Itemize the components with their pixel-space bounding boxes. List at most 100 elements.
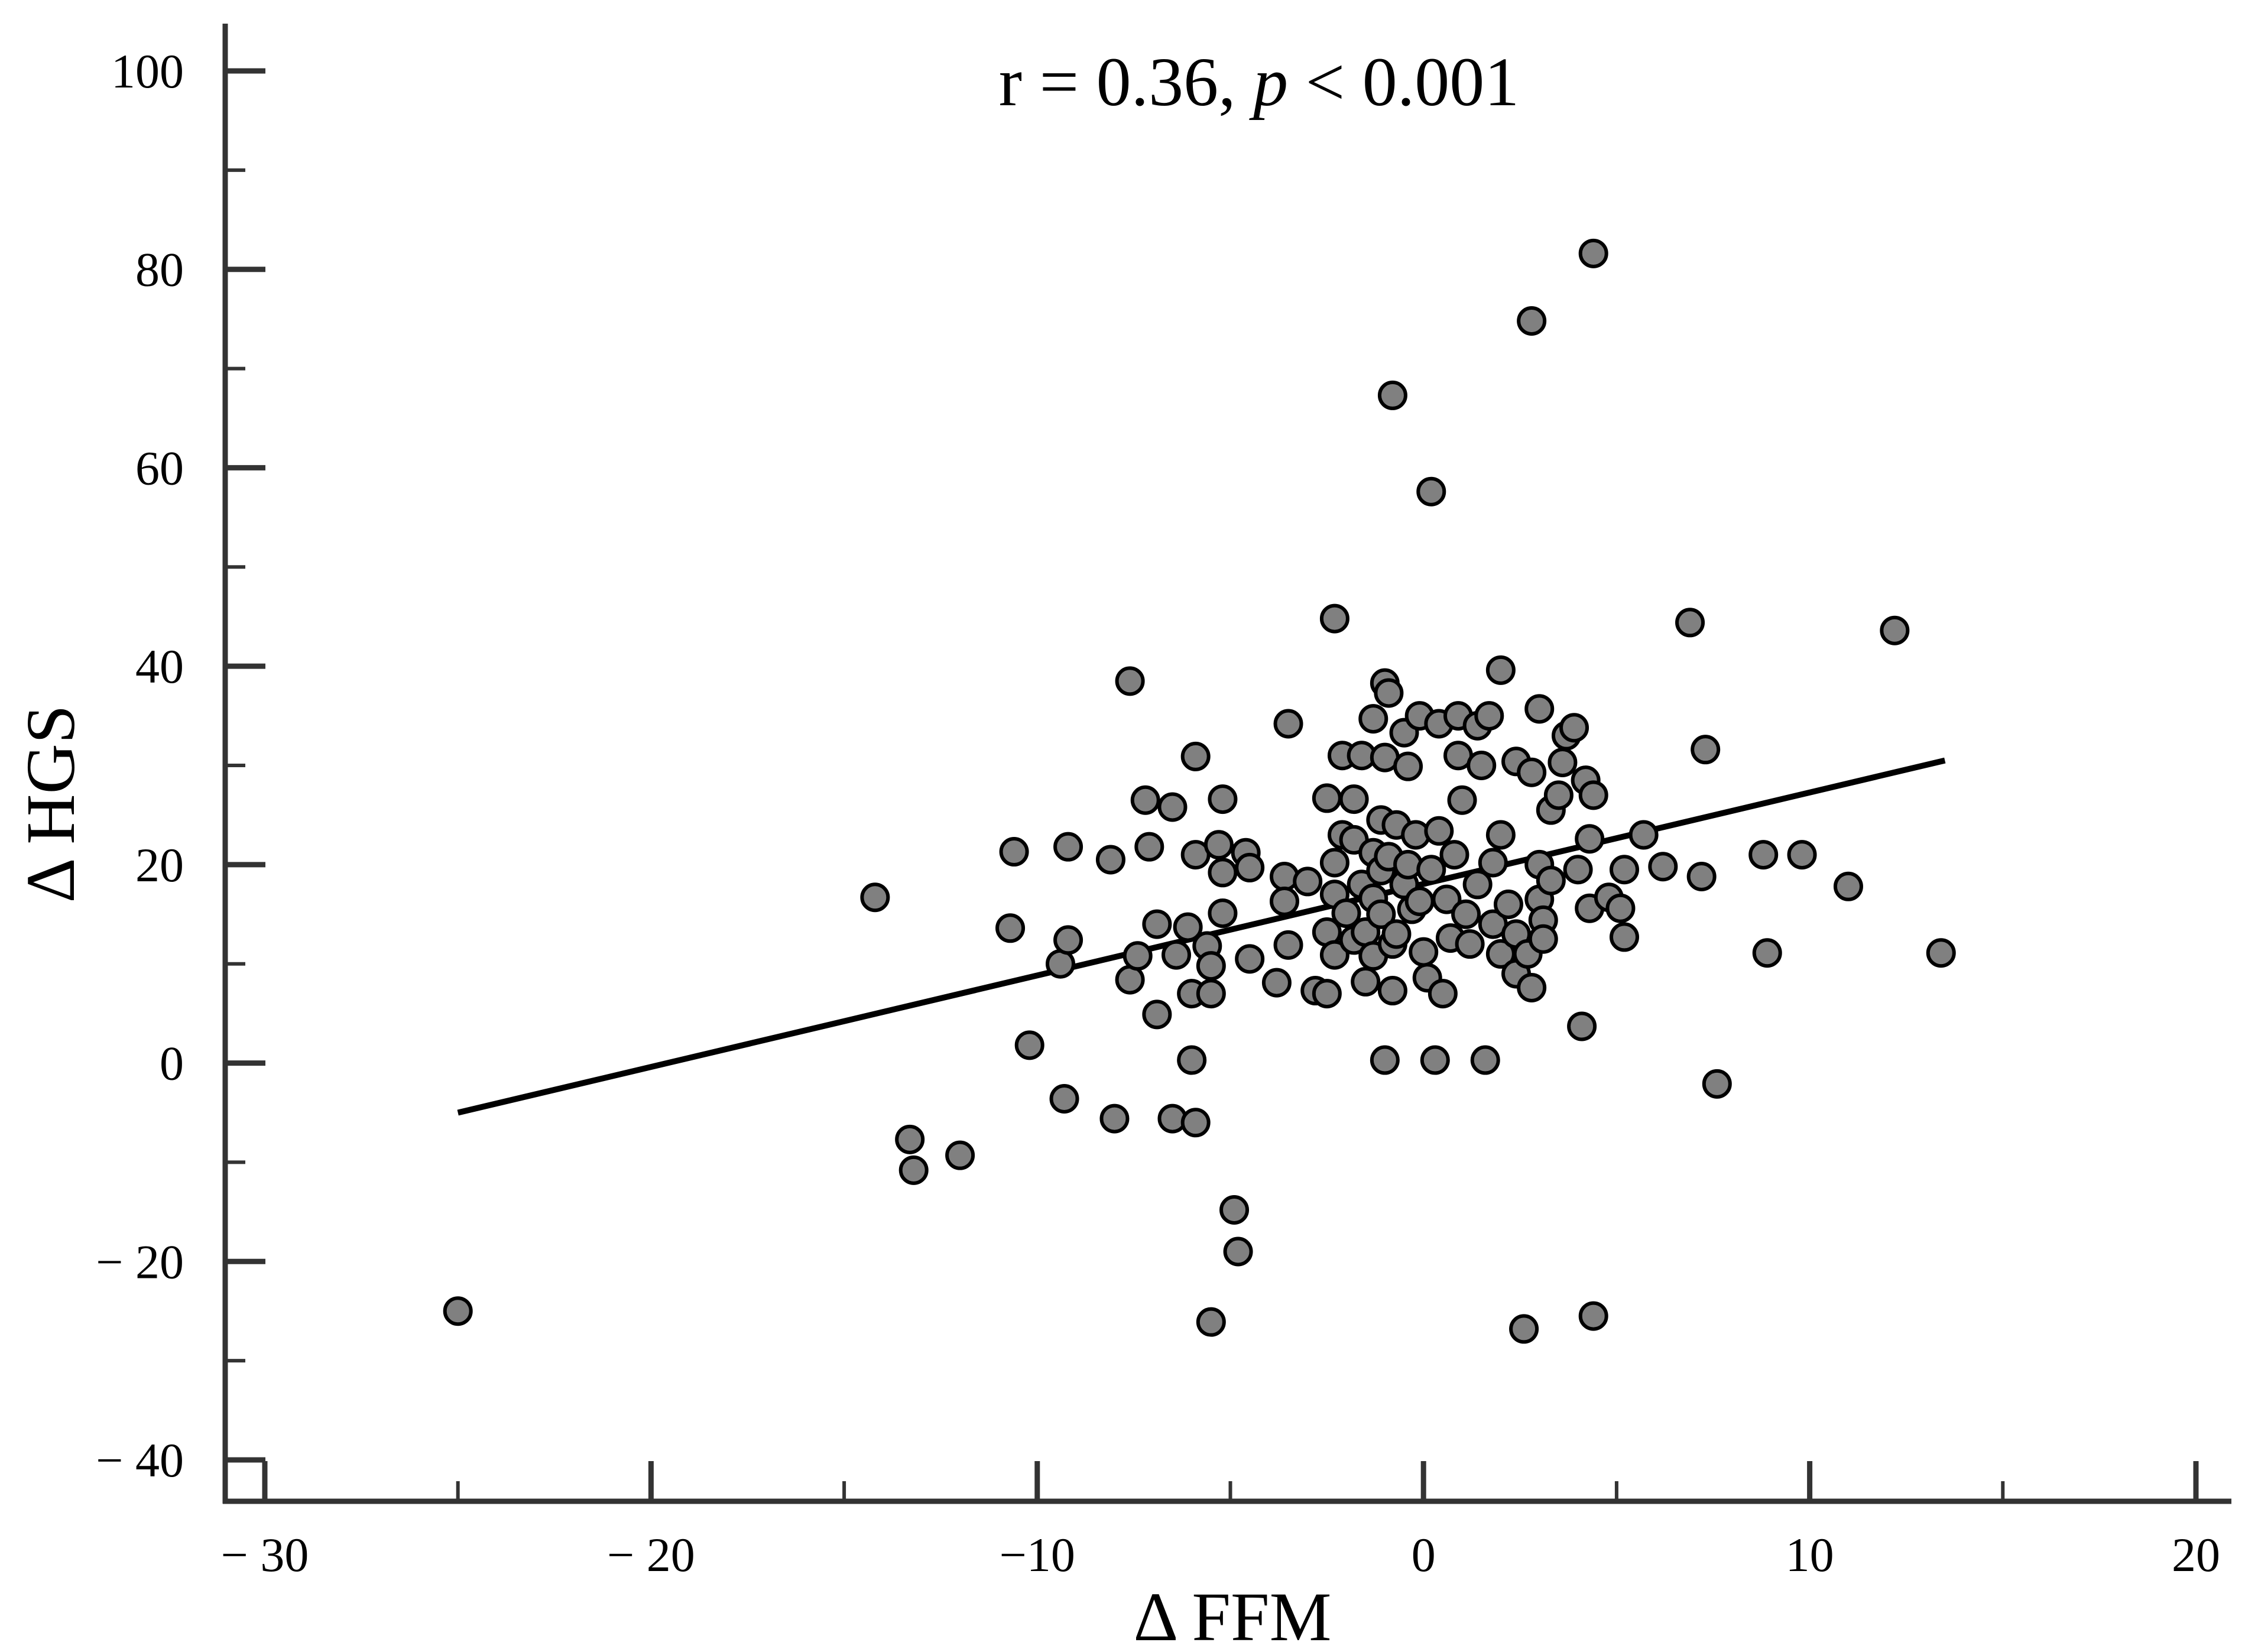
data-point bbox=[1439, 840, 1469, 870]
data-point bbox=[1575, 824, 1605, 854]
data-point bbox=[1628, 820, 1659, 850]
data-point bbox=[1926, 938, 1956, 968]
tick-labels: − 30 − 20 −10 0 10 20 − 40 − 20 0 20 40 60 80 100 bbox=[96, 44, 2220, 1582]
data-point bbox=[1447, 785, 1477, 815]
data-point bbox=[1485, 820, 1516, 850]
data-point bbox=[1351, 966, 1381, 997]
data-point bbox=[1208, 898, 1238, 929]
data-point bbox=[1517, 973, 1547, 1002]
data-point bbox=[1177, 1045, 1207, 1075]
data-point bbox=[1173, 912, 1203, 942]
data-point bbox=[1196, 979, 1226, 1009]
data-point bbox=[1567, 1011, 1597, 1041]
data-point bbox=[1273, 930, 1303, 960]
data-point bbox=[1331, 898, 1361, 929]
data-point bbox=[1312, 979, 1342, 1009]
data-point bbox=[1752, 938, 1782, 968]
data-point bbox=[1393, 751, 1423, 781]
data-point bbox=[1467, 751, 1497, 780]
data-point bbox=[1358, 704, 1388, 734]
data-point bbox=[1559, 713, 1589, 743]
data-point bbox=[1319, 848, 1349, 878]
data-point bbox=[1416, 855, 1446, 885]
data-point bbox=[1157, 792, 1188, 822]
data-point bbox=[1509, 1314, 1539, 1344]
data-point bbox=[1099, 1104, 1130, 1134]
data-point bbox=[443, 1296, 473, 1326]
data-point bbox=[1180, 741, 1211, 771]
data-point bbox=[1432, 884, 1462, 914]
data-point bbox=[1053, 832, 1083, 862]
data-point bbox=[1409, 937, 1439, 967]
data-point bbox=[945, 1140, 975, 1170]
data-point bbox=[1142, 909, 1172, 939]
y-tick-label: 20 bbox=[135, 838, 184, 892]
data-point bbox=[1374, 678, 1404, 708]
y-tick-label: − 40 bbox=[96, 1433, 184, 1487]
data-point bbox=[1219, 1195, 1250, 1225]
x-axis-title: Δ FFM bbox=[1133, 1578, 1331, 1652]
data-point bbox=[1524, 694, 1555, 724]
data-point bbox=[1273, 709, 1303, 739]
annotation-p: p bbox=[1249, 43, 1288, 121]
data-point bbox=[1235, 944, 1265, 974]
data-point bbox=[999, 837, 1029, 867]
data-point bbox=[1377, 976, 1407, 1006]
data-point bbox=[1208, 784, 1238, 814]
data-point bbox=[1543, 780, 1574, 810]
data-point bbox=[1115, 666, 1145, 696]
y-tick-label: 80 bbox=[135, 243, 184, 297]
y-axis-title: Δ HGS bbox=[12, 705, 89, 903]
data-point bbox=[1261, 968, 1292, 998]
data-point bbox=[1370, 1045, 1400, 1075]
data-point bbox=[1605, 893, 1636, 923]
data-point bbox=[898, 1155, 929, 1185]
data-point bbox=[1049, 1084, 1079, 1114]
data-point bbox=[1702, 1069, 1732, 1099]
data-point bbox=[1053, 925, 1083, 955]
ticks bbox=[225, 68, 2199, 1501]
y-tick-label: 40 bbox=[135, 640, 184, 693]
data-point bbox=[1880, 615, 1910, 645]
data-point bbox=[1196, 1307, 1226, 1337]
data-point bbox=[1293, 866, 1323, 897]
correlation-annotation: r = 0.36, p < 0.001 bbox=[999, 43, 1519, 121]
y-tick-label: 60 bbox=[135, 441, 184, 495]
data-point bbox=[1493, 890, 1523, 919]
data-point bbox=[1455, 929, 1485, 959]
data-point bbox=[1196, 951, 1226, 981]
data-point bbox=[1517, 757, 1547, 787]
data-point bbox=[1609, 922, 1639, 952]
data-point bbox=[1451, 899, 1481, 929]
data-point bbox=[1428, 979, 1458, 1009]
annotation-prefix: r = 0.36, bbox=[999, 43, 1253, 121]
x-tick-label: −10 bbox=[1000, 1528, 1075, 1582]
data-point bbox=[1578, 1301, 1608, 1331]
data-point bbox=[1122, 941, 1153, 971]
data-point bbox=[1366, 899, 1396, 929]
data-point bbox=[1377, 380, 1407, 410]
data-point bbox=[1424, 816, 1454, 846]
data-point bbox=[1536, 865, 1566, 895]
data-point bbox=[1609, 855, 1639, 885]
x-tick-label: − 30 bbox=[221, 1528, 309, 1582]
data-point bbox=[1208, 858, 1238, 888]
data-point bbox=[1478, 848, 1508, 878]
data-point bbox=[1319, 940, 1349, 970]
data-point bbox=[1223, 1236, 1253, 1267]
data-point bbox=[1014, 1030, 1044, 1060]
data-point bbox=[1381, 919, 1412, 949]
data-point bbox=[1416, 476, 1446, 507]
data-point bbox=[1485, 655, 1516, 685]
data-point bbox=[1462, 869, 1493, 900]
data-point bbox=[1474, 701, 1504, 731]
y-tick-label: − 20 bbox=[96, 1235, 184, 1289]
data-point bbox=[860, 882, 890, 913]
data-point bbox=[1578, 780, 1608, 810]
data-point bbox=[1787, 840, 1817, 870]
data-point bbox=[1180, 1108, 1211, 1138]
data-point bbox=[1162, 940, 1192, 970]
data-point bbox=[1404, 886, 1435, 916]
y-tick-label: 100 bbox=[111, 44, 184, 98]
